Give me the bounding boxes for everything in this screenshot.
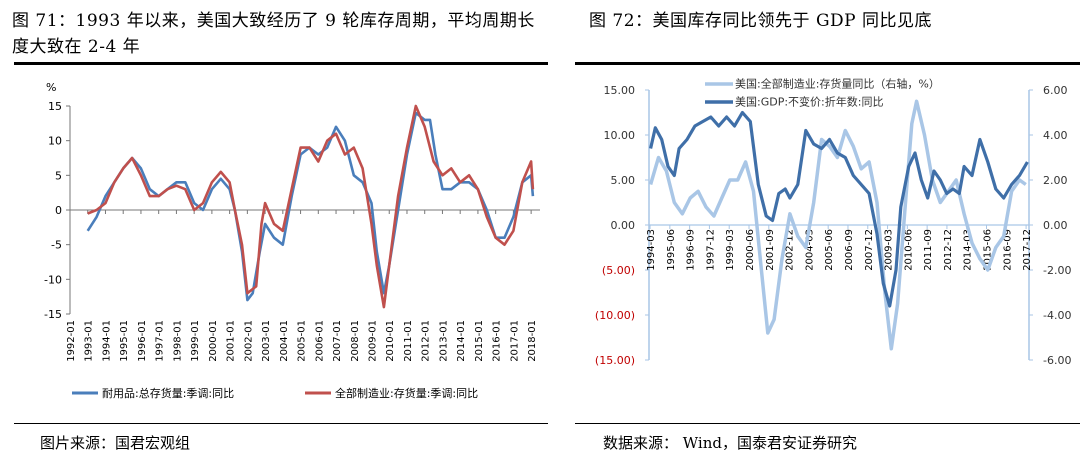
x-tick-label: 2014-03 [963, 229, 974, 271]
x-tick-label: 2009-03 [884, 229, 895, 271]
y-right-tick-label: 2.00 [1043, 174, 1068, 187]
y-tick-label: -10 [44, 273, 62, 286]
x-tick-label: 2016-09 [1002, 229, 1013, 271]
y-tick-label: -15 [44, 308, 62, 321]
y-tick-label: -5 [51, 239, 62, 252]
x-tick-label: 2000-06 [745, 229, 756, 271]
x-tick-label: 1996-09 [686, 229, 697, 271]
y-left-tick-label: (10.00) [595, 309, 635, 322]
y-left-tick-label: (15.00) [595, 354, 635, 367]
title-rule [14, 62, 548, 65]
legend-label: 耐用品:总存货量:季调:同比 [102, 386, 234, 400]
series-line [86, 111, 535, 302]
y-left-tick-label: 15.00 [604, 84, 636, 97]
y-tick-label: 0 [55, 204, 62, 217]
x-tick-label: 2011-09 [923, 229, 934, 271]
x-tick-label: 2000-01 [208, 320, 219, 362]
figure-71-title: 图 71：1993 年以来，美国大致经历了 9 轮库存周期，平均周期长度大致在 … [12, 11, 535, 57]
y-left-tick-label: 5.00 [611, 174, 636, 187]
figure-72-panel: 图 72：美国库存同比领先于 GDP 同比见底 15.00 10.00 5.00 0.… [575, 0, 1080, 460]
y-right-tick-label: -2.00 [1043, 264, 1071, 277]
x-tick-label: 1996-01 [137, 320, 148, 362]
x-tick-label: 2006-01 [314, 320, 325, 362]
x-tick-label: 2005-01 [297, 320, 308, 362]
figure-71-chart: % 15 10 5 0 -5 -10 -15 1992-01 1993-01 1994-01 1995… [44, 81, 540, 400]
x-tick-label: 1999-01 [190, 320, 201, 362]
x-tick-label: 2002-12 [785, 229, 796, 271]
x-tick-label: 2001-09 [765, 229, 776, 271]
footer-rule [14, 423, 548, 424]
x-tick-label: 1994-03 [646, 229, 657, 271]
y-right-tick-label: 4.00 [1043, 129, 1068, 142]
figure-72-title: 图 72：美国库存同比领先于 GDP 同比见底 [589, 11, 932, 31]
x-tick-label: 2001-01 [226, 320, 237, 362]
x-tick-label: 2007-12 [864, 229, 875, 271]
figure-71-source: 图片来源：国君宏观组 [40, 434, 191, 452]
x-tick-label: 2004-03 [804, 229, 815, 271]
legend-label: 美国:全部制造业:存货量同比（右轴，%） [735, 77, 940, 91]
x-tick-label: 2016-01 [492, 320, 503, 362]
x-tick-label: 2017-12 [1022, 229, 1033, 271]
x-tick-label: 2002-01 [243, 320, 254, 362]
figure-72-source: 数据来源： Wind，国泰君安证券研究 [603, 434, 857, 452]
y-left-tick-label: 0.00 [611, 219, 636, 232]
y-left-tick-label: (5.00) [602, 264, 635, 277]
x-tick-label: 2017-01 [509, 320, 520, 362]
x-tick-label: 2010-01 [385, 320, 396, 362]
legend-label: 全部制造业:存货量:季调:同比 [335, 386, 478, 400]
figure-71-panel: 图 71：1993 年以来，美国大致经历了 9 轮库存周期，平均周期长度大致在 … [12, 11, 548, 452]
x-tick-label: 2012-01 [421, 320, 432, 362]
x-tick-label: 2011-01 [403, 320, 414, 362]
x-tick-label: 2013-01 [438, 320, 449, 362]
x-tick-label: 2009-01 [368, 320, 379, 362]
y-tick-label: 5 [55, 169, 62, 182]
x-tick-label: 1997-12 [705, 229, 716, 271]
legend-label: 美国:GDP:不变价:折年数:同比 [735, 95, 883, 109]
x-tick-label: 2010-06 [903, 229, 914, 271]
x-tick-label: 1995-01 [119, 320, 130, 362]
x-tick-label: 1998-01 [172, 320, 183, 362]
x-tick-label: 1995-06 [666, 229, 677, 271]
x-tick-label: 2018-01 [527, 320, 538, 362]
y-right-tick-label: -6.00 [1043, 354, 1071, 367]
y-left-tick-label: 10.00 [604, 129, 636, 142]
x-tick-label: 1993-01 [84, 320, 95, 362]
x-tick-label: 2008-01 [350, 320, 361, 362]
x-tick-label: 2005-06 [824, 229, 835, 271]
x-tick-label: 1992-01 [66, 320, 77, 362]
footer-rule [575, 423, 1080, 424]
x-tick-label: 2006-09 [844, 229, 855, 271]
y-axis-label: % [46, 81, 56, 94]
series-line [87, 104, 535, 309]
x-tick-label: 1994-01 [101, 320, 112, 362]
title-rule [575, 62, 1080, 65]
x-tick-label: 1999-03 [725, 229, 736, 271]
y-tick-label: 15 [48, 100, 62, 113]
y-tick-label: 10 [48, 135, 62, 148]
x-tick-label: 2003-01 [261, 320, 272, 362]
y-right-tick-label: -4.00 [1043, 309, 1071, 322]
x-tick-label: 2015-06 [983, 229, 994, 271]
x-tick-label: 2012-12 [943, 229, 954, 271]
series-line [648, 99, 1027, 351]
x-tick-label: 2014-01 [456, 320, 467, 362]
figure-72-chart: 15.00 10.00 5.00 0.00 (5.00) (10.00) (15.00) 6.… [595, 77, 1072, 368]
series-line [649, 110, 1029, 308]
y-right-tick-label: 6.00 [1043, 84, 1068, 97]
x-tick-label: 1997-01 [155, 320, 166, 362]
x-tick-label: 2015-01 [474, 320, 485, 362]
y-right-tick-label: 0.00 [1043, 219, 1068, 232]
x-tick-label: 2007-01 [332, 320, 343, 362]
x-tick-label: 2004-01 [279, 320, 290, 362]
